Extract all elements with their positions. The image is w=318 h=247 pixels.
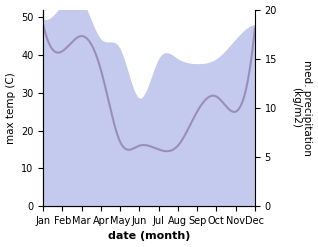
X-axis label: date (month): date (month) [108,231,190,242]
Y-axis label: med. precipitation
(kg/m2): med. precipitation (kg/m2) [291,60,313,156]
Y-axis label: max temp (C): max temp (C) [5,72,16,144]
